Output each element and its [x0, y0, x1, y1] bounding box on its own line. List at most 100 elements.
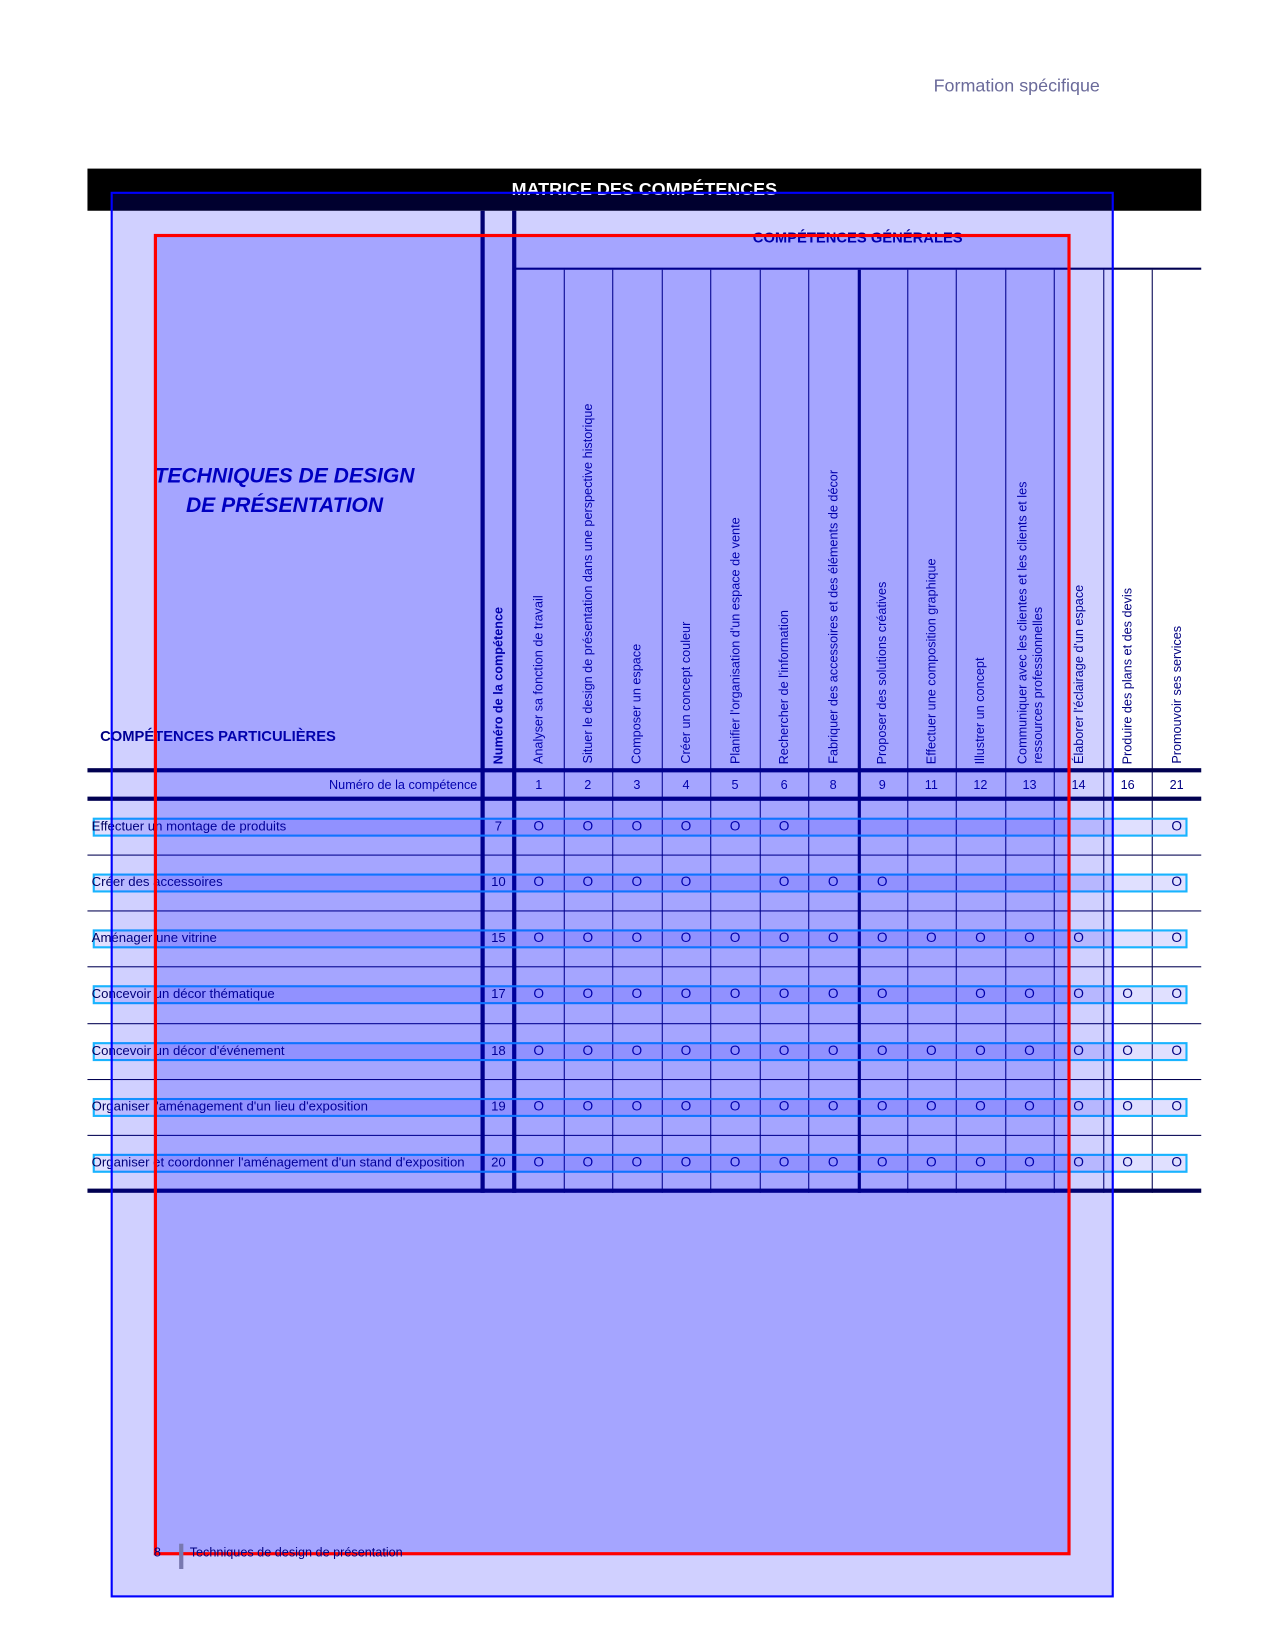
competency-mark: O [827, 1097, 839, 1114]
row-divider [87, 1134, 1202, 1136]
column-divider [955, 269, 957, 1193]
competency-mark: O [827, 929, 839, 946]
general-competency-label: ressources professionnelles [1030, 607, 1046, 764]
competency-mark: O [975, 1153, 986, 1170]
competency-mark: O [533, 1097, 545, 1114]
competency-mark: O [680, 817, 692, 834]
competency-mark: O [1024, 1097, 1035, 1114]
general-competency-label: Produire des plans et des devis [1120, 587, 1136, 764]
general-competency-number: 16 [1120, 777, 1135, 793]
column-divider [1005, 269, 1007, 1193]
competency-mark: O [1171, 817, 1183, 834]
competency-mark: O [1073, 929, 1084, 946]
matrix-title-bar [87, 168, 1202, 211]
competency-mark: O [729, 817, 741, 834]
general-competency-label: Illustrer un concept [973, 657, 988, 764]
competency-mark: O [533, 1042, 545, 1058]
competency-label: Créer des accessoires [91, 874, 223, 890]
competency-label: Organiser l'aménagement d'un lieu d'expo… [91, 1099, 368, 1114]
column-divider [710, 269, 712, 1193]
column-divider [808, 269, 810, 1193]
general-competency-label: Planifier l'organisation d'un espace de … [727, 517, 743, 764]
competency-mark: O [680, 929, 692, 946]
general-competency-label: Rechercher de l'information [776, 609, 792, 764]
general-competency-number: 21 [1169, 777, 1184, 793]
competency-mark: O [827, 985, 839, 1002]
num-column-header: Numéro de la compétence [491, 606, 506, 764]
thick-rule [87, 768, 1202, 773]
competency-mark: O [975, 929, 986, 946]
competency-mark: O [1171, 985, 1183, 1002]
competency-mark: O [925, 1097, 937, 1114]
competency-mark: O [925, 1042, 937, 1058]
competency-number: 7 [494, 818, 503, 834]
competency-mark: O [582, 873, 594, 890]
competency-mark: O [631, 1042, 643, 1058]
competency-mark: O [778, 1042, 790, 1058]
column-divider [661, 269, 663, 1193]
general-competency-number: 4 [682, 777, 690, 793]
general-competency-number: 12 [973, 777, 988, 793]
competency-number: 10 [491, 874, 506, 890]
general-competencies-title: COMPÉTENCES GÉNÉRALES [752, 228, 963, 246]
general-competency-label: Analyser sa fonction de travail [531, 595, 547, 764]
footer: 8 Techniques de design de présentation [154, 1545, 403, 1560]
competency-mark: O [876, 873, 888, 890]
competency-mark: O [582, 929, 594, 946]
competency-mark: O [1171, 1097, 1183, 1114]
competency-mark: O [1024, 929, 1035, 946]
general-competency-label: Élaborer l'éclairage d'un espace [1071, 584, 1086, 764]
thick-rule [87, 1188, 1202, 1193]
general-competency-number: 8 [829, 777, 837, 793]
competency-mark: O [1171, 873, 1183, 890]
general-competency-number: 5 [731, 777, 739, 793]
column-divider [857, 269, 861, 1193]
competency-mark: O [778, 929, 790, 946]
competency-number: 15 [491, 930, 506, 946]
general-competency-label: Fabriquer des accessoires et des élément… [825, 470, 841, 764]
competency-mark: O [631, 817, 643, 834]
competency-mark: O [680, 1153, 692, 1170]
competency-mark: O [925, 1153, 937, 1170]
competency-mark: O [1122, 1042, 1133, 1058]
competency-number: 20 [491, 1154, 506, 1170]
competency-mark: O [1171, 929, 1183, 946]
competency-mark: O [1073, 985, 1084, 1002]
competency-mark: O [876, 1042, 888, 1058]
general-competency-number: 9 [878, 777, 886, 793]
section-label: Formation spécifique [933, 75, 1100, 96]
column-divider [1151, 269, 1153, 1193]
column-divider [759, 269, 761, 1193]
program-title: TECHNIQUES DE DESIGN DE PRÉSENTATION [105, 462, 463, 521]
thick-rule [87, 796, 1202, 801]
competency-mark: O [1024, 1153, 1035, 1170]
competency-number: 19 [491, 1099, 506, 1114]
competency-mark: O [1073, 1097, 1084, 1114]
column-divider [1103, 269, 1105, 1193]
competency-mark: O [778, 1153, 790, 1170]
competency-mark: O [778, 1097, 790, 1114]
competency-mark: O [533, 873, 545, 890]
competency-mark: O [1024, 1042, 1035, 1058]
header-divider [514, 267, 1202, 270]
general-competency-number: 2 [584, 777, 592, 793]
competency-mark: O [925, 929, 937, 946]
general-competency-label: Situer le design de présentation dans un… [580, 404, 596, 764]
competency-mark: O [729, 1153, 741, 1170]
competency-mark: O [680, 1042, 692, 1058]
thick-column-divider [480, 210, 485, 1193]
row-divider [87, 1023, 1202, 1025]
competency-label: Concevoir un décor d'événement [91, 1043, 285, 1058]
competency-label: Effectuer un montage de produits [91, 818, 287, 834]
column-divider [563, 269, 565, 1193]
competency-mark: O [1171, 1153, 1183, 1170]
thick-column-divider [512, 210, 517, 1193]
row-divider [87, 910, 1202, 912]
column-divider [612, 269, 614, 1193]
competency-mark: O [533, 817, 545, 834]
competency-mark: O [582, 1042, 594, 1058]
general-competency-label: Composer un espace [629, 643, 645, 764]
competency-label: Concevoir un décor thématique [91, 986, 275, 1002]
competency-mark: O [533, 1153, 545, 1170]
competency-mark: O [729, 929, 741, 946]
